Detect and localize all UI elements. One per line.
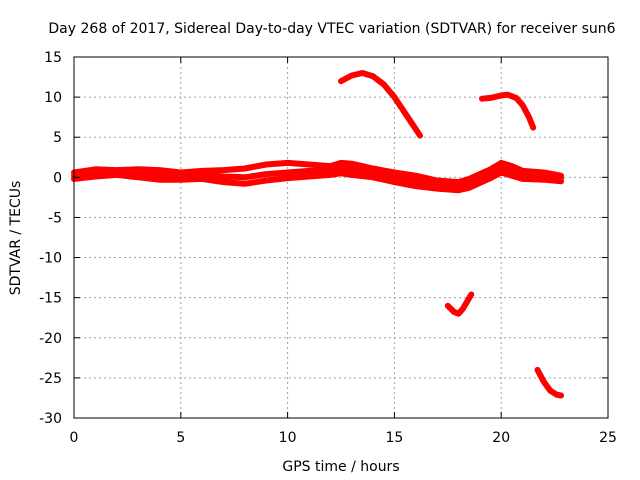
series-arc-low-1 <box>444 291 475 317</box>
series-arc-low-2 <box>534 366 564 399</box>
x-axis-label: GPS time / hours <box>282 459 399 475</box>
y-tick-label: -10 <box>39 251 62 267</box>
series-main-band-lower <box>71 169 564 194</box>
x-tick-label: 25 <box>599 430 617 446</box>
x-tick-label: 10 <box>279 430 297 446</box>
y-tick-label: 5 <box>53 130 62 146</box>
y-tick-label: -15 <box>39 291 62 307</box>
y-tick-label: 10 <box>44 90 62 106</box>
x-tick-label: 15 <box>385 430 403 446</box>
plot-frame <box>73 56 609 419</box>
y-tick-label: -20 <box>39 331 62 347</box>
chart-title: Day 268 of 2017, Sidereal Day-to-day VTE… <box>48 21 615 37</box>
series-main-band-upper <box>71 159 564 186</box>
y-tick-label: -30 <box>39 411 62 427</box>
y-tick-label: 0 <box>53 170 62 186</box>
tick-layer <box>73 56 609 419</box>
series-arc-high-2 <box>479 91 537 131</box>
y-tick-labels: 15 10 5 0 -5 -10 -15 -20 -25 -30 <box>39 50 62 427</box>
x-tick-label: 5 <box>176 430 185 446</box>
series-arc-high-1 <box>338 70 423 139</box>
series-layer <box>71 70 564 399</box>
y-tick-label: 15 <box>44 50 62 66</box>
y-axis-label: SDTVAR / TECUs <box>8 181 24 296</box>
x-tick-label: 20 <box>492 430 510 446</box>
x-tick-labels: 0 5 10 15 20 25 <box>70 430 617 446</box>
y-tick-label: -5 <box>48 210 62 226</box>
x-tick-label: 0 <box>70 430 79 446</box>
y-tick-label: -25 <box>39 371 62 387</box>
series-main-band-mid <box>71 164 564 190</box>
